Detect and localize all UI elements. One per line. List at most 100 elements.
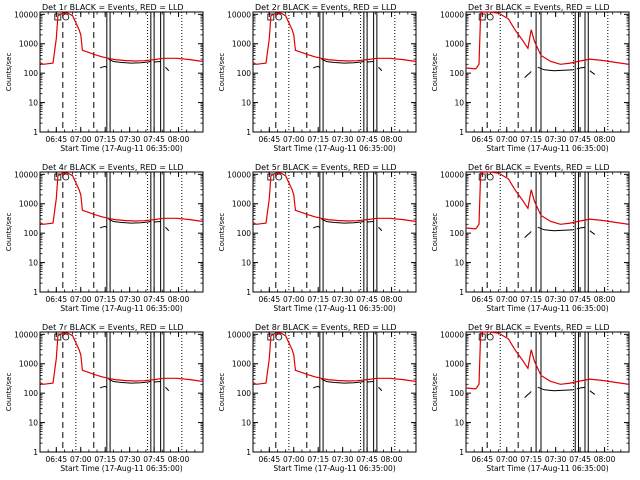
x-tick-label: 06:45 (45, 455, 67, 464)
plot-frame (252, 11, 417, 133)
plot-frame (39, 331, 204, 453)
legend-glyph (275, 13, 283, 21)
series-events (589, 70, 596, 75)
x-tick-label: 08:00 (168, 295, 190, 304)
legend-glyph (275, 333, 283, 341)
series-events (378, 386, 383, 392)
plot-frame (465, 331, 630, 453)
plot-frame (39, 11, 204, 133)
x-tick-label: 07:15 (307, 455, 329, 464)
x-axis-label: Start Time (17-Aug-11 06:35:00) (486, 464, 608, 473)
series-events (537, 226, 574, 232)
y-tick-label: 10 (454, 419, 464, 428)
legend-glyph (275, 173, 283, 181)
panel-title: Det 2r BLACK = Events, RED = LLD (255, 3, 397, 12)
x-tick-label: 07:30 (119, 295, 141, 304)
y-axis-label: Counts/sec (5, 373, 13, 412)
x-tick-label: 06:45 (258, 135, 280, 144)
y-tick-label: 1 (33, 288, 38, 297)
y-tick-label: 10 (28, 99, 38, 108)
y-axis-label: Counts/sec (5, 53, 13, 92)
x-tick-label: 08:00 (168, 135, 190, 144)
legend-glyph (478, 173, 486, 181)
x-tick-label: 08:00 (381, 135, 403, 144)
x-tick-label: 07:30 (332, 135, 354, 144)
panel-title: Det 3r BLACK = Events, RED = LLD (468, 3, 610, 12)
x-tick-label: 07:15 (307, 295, 329, 304)
y-tick-label: 10 (454, 259, 464, 268)
x-tick-label: 06:45 (471, 455, 493, 464)
x-tick-label: 08:00 (594, 135, 616, 144)
panel-det-1: Det 1r BLACK = Events, RED = LLD 1 10 100 10… (5, 3, 204, 153)
legend-glyph (62, 333, 70, 341)
y-tick-label: 100 (450, 229, 465, 238)
panel-det-3: Det 3r BLACK = Events, RED = LLD 1 10 100 10… (431, 3, 630, 153)
y-tick-label: 10 (454, 99, 464, 108)
series-lld (39, 12, 204, 65)
panel-det-7: Det 7r BLACK = Events, RED = LLD 1 10 100 10… (5, 323, 204, 473)
x-tick-label: 08:00 (594, 295, 616, 304)
y-tick-label: 100 (237, 389, 252, 398)
series-events (378, 226, 383, 232)
x-tick-label: 07:45 (569, 455, 591, 464)
y-tick-label: 1 (33, 448, 38, 457)
x-tick-label: 07:45 (143, 135, 165, 144)
plot-frame (252, 331, 417, 453)
y-tick-label: 10000 (440, 10, 464, 19)
series-events (321, 378, 364, 384)
x-tick-label: 07:00 (496, 295, 518, 304)
x-tick-label: 07:30 (332, 295, 354, 304)
y-tick-label: 10000 (227, 10, 251, 19)
y-tick-label: 1000 (232, 200, 251, 209)
series-events (154, 61, 161, 63)
series-events (537, 386, 574, 392)
y-tick-label: 1 (246, 448, 251, 457)
x-tick-label: 08:00 (168, 455, 190, 464)
x-tick-label: 06:45 (258, 295, 280, 304)
x-tick-label: 08:00 (381, 455, 403, 464)
panel-det-2: Det 2r BLACK = Events, RED = LLD 1 10 100 10… (218, 3, 417, 153)
series-events (165, 66, 170, 72)
y-tick-label: 100 (24, 389, 39, 398)
series-lld (252, 172, 417, 225)
y-tick-label: 10000 (14, 170, 38, 179)
series-events (589, 230, 596, 235)
y-tick-label: 10 (241, 419, 251, 428)
y-tick-label: 10000 (227, 170, 251, 179)
x-tick-label: 08:00 (594, 455, 616, 464)
x-tick-label: 06:45 (258, 455, 280, 464)
series-events (108, 378, 151, 384)
y-axis-label: Counts/sec (218, 373, 226, 412)
y-tick-label: 1 (459, 288, 464, 297)
y-tick-label: 1000 (445, 360, 464, 369)
x-axis-label: Start Time (17-Aug-11 06:35:00) (273, 464, 395, 473)
series-events (100, 385, 108, 389)
y-tick-label: 10000 (14, 10, 38, 19)
y-tick-label: 1 (246, 128, 251, 137)
x-tick-label: 07:30 (119, 135, 141, 144)
panel-title: Det 6r BLACK = Events, RED = LLD (468, 163, 610, 172)
y-tick-label: 100 (24, 229, 39, 238)
panel-title: Det 8r BLACK = Events, RED = LLD (255, 323, 397, 332)
x-tick-label: 07:00 (496, 135, 518, 144)
y-tick-label: 10000 (14, 330, 38, 339)
series-events (367, 221, 374, 223)
x-tick-label: 07:45 (143, 295, 165, 304)
series-events (313, 385, 321, 389)
y-tick-label: 100 (450, 69, 465, 78)
x-axis-label: Start Time (17-Aug-11 06:35:00) (60, 304, 182, 313)
x-tick-label: 07:30 (332, 455, 354, 464)
x-tick-label: 07:15 (520, 455, 542, 464)
x-tick-label: 06:45 (471, 295, 493, 304)
legend-glyph (486, 333, 494, 341)
series-lld (465, 11, 630, 70)
y-tick-label: 100 (24, 69, 39, 78)
x-tick-label: 07:45 (356, 135, 378, 144)
y-tick-label: 10 (241, 99, 251, 108)
y-tick-label: 10000 (440, 330, 464, 339)
y-tick-label: 10 (28, 259, 38, 268)
x-tick-label: 07:30 (545, 295, 567, 304)
y-tick-label: 1 (33, 128, 38, 137)
panel-det-8: Det 8r BLACK = Events, RED = LLD 1 10 100 10… (218, 323, 417, 473)
x-tick-label: 07:30 (119, 455, 141, 464)
